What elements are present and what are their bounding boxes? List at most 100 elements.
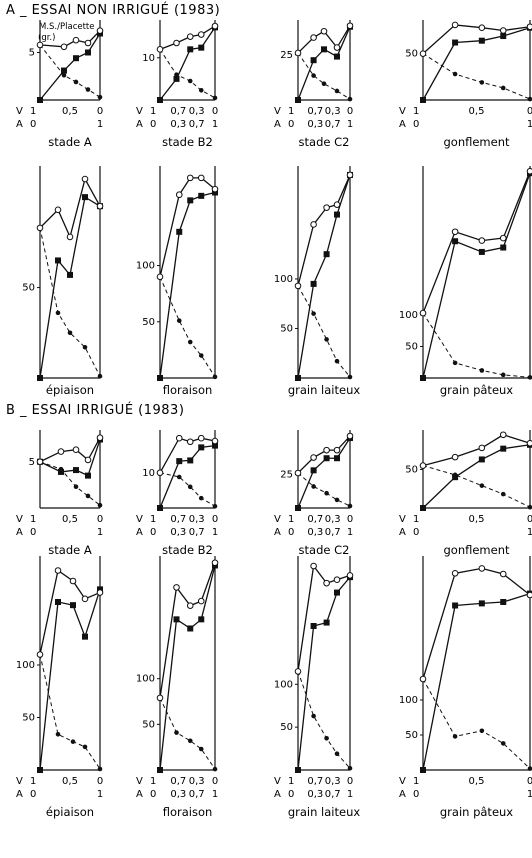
v-tick-label: 0,5 — [469, 106, 485, 117]
y-tick-label: 50 — [280, 323, 293, 334]
point-square — [176, 228, 183, 235]
v-tick-label: 1 — [413, 514, 419, 525]
v-row-label: V — [399, 514, 406, 525]
v-tick-label: 1 — [288, 106, 294, 117]
panel-title: grain pâteux — [440, 805, 513, 819]
point-open-circle — [60, 43, 68, 51]
v-tick-label: 0,5 — [62, 776, 78, 787]
panel-title: floraison — [163, 383, 213, 397]
point-open-circle — [211, 185, 219, 193]
point-open-circle — [346, 22, 354, 30]
panel-title: grain pâteux — [440, 383, 513, 397]
a-tick-label: 0 — [150, 527, 156, 538]
point-open-circle — [323, 446, 330, 454]
y-tick-label: 100 — [16, 660, 35, 671]
v-tick-label: 0 — [347, 514, 353, 525]
v-tick-label: 0 — [97, 776, 103, 787]
v-tick-label: 0,7 — [170, 514, 186, 525]
point-dashed — [212, 503, 218, 509]
point-square — [295, 505, 301, 511]
series-square-line — [422, 444, 531, 509]
v-tick-label: 1 — [150, 106, 156, 117]
point-square — [157, 767, 163, 773]
v-tick-label: 0 — [212, 514, 218, 525]
point-square — [73, 55, 79, 62]
a-row-label: A — [136, 789, 143, 800]
point-dashed — [97, 373, 103, 379]
a-tick-label: 0,7 — [325, 789, 341, 800]
series-square-line — [159, 191, 216, 379]
a-row-label: A — [16, 527, 23, 538]
v-tick-label: 0,3 — [189, 514, 205, 525]
panel-title: stade A — [48, 135, 92, 149]
point-square — [334, 455, 340, 462]
point-dashed — [187, 78, 193, 84]
point-dashed — [97, 94, 103, 100]
y-tick-label: 100 — [274, 679, 293, 690]
a-row-label: A — [136, 527, 143, 538]
series-dashed-line — [422, 465, 531, 508]
v-row-label: V — [399, 776, 406, 787]
a-tick-label: 0,3 — [170, 527, 186, 538]
v-tick-label: 1 — [30, 776, 36, 787]
y-tick-label: 100 — [136, 674, 155, 685]
panel-title: grain laiteux — [288, 805, 361, 819]
point-square — [452, 474, 459, 481]
a-row-label: A — [399, 527, 406, 538]
point-open-circle — [36, 41, 44, 49]
point-open-circle — [478, 237, 486, 244]
panel-title: floraison — [163, 805, 213, 819]
series-circle-line — [422, 434, 531, 467]
point-open-circle — [451, 228, 459, 236]
point-open-circle — [478, 24, 486, 32]
v-row-label: V — [399, 106, 406, 117]
point-open-circle — [211, 437, 219, 445]
v-tick-label: 0,7 — [170, 106, 186, 117]
point-dashed — [527, 375, 532, 380]
point-open-circle — [451, 21, 459, 29]
v-tick-label: 1 — [30, 106, 36, 117]
a-tick-label: 0 — [413, 527, 419, 538]
y-tick-label: 50 — [405, 49, 418, 60]
point-dashed — [73, 79, 79, 85]
point-open-circle — [173, 39, 180, 47]
point-dashed — [347, 374, 353, 380]
y-tick-label: 50 — [142, 317, 155, 328]
point-open-circle — [526, 439, 532, 447]
point-dashed — [67, 330, 73, 336]
y-tick-label: 10 — [142, 53, 155, 64]
point-dashed — [527, 504, 532, 510]
a-row-label: A — [16, 119, 23, 130]
series-circle-line — [297, 174, 351, 287]
panel-title: stade B2 — [162, 135, 213, 149]
point-square — [310, 57, 317, 64]
point-open-circle — [173, 584, 180, 591]
point-square — [176, 458, 183, 465]
point-dashed — [324, 490, 329, 496]
series-dashed-line — [422, 53, 531, 100]
point-square — [55, 257, 61, 264]
point-dashed — [198, 87, 204, 93]
point-open-circle — [294, 668, 302, 675]
v-row-label: V — [16, 106, 23, 117]
v-tick-label: 0 — [527, 106, 532, 117]
point-open-circle — [186, 438, 194, 446]
point-open-circle — [156, 273, 164, 281]
point-dashed — [82, 744, 88, 750]
point-square — [334, 53, 340, 60]
y-tick-label: 100 — [136, 261, 155, 272]
point-square — [157, 375, 163, 381]
point-dashed — [452, 360, 458, 366]
point-open-circle — [197, 31, 205, 38]
a-tick-label: 0 — [150, 119, 156, 130]
v-tick-label: 0,5 — [469, 514, 485, 525]
point-open-circle — [333, 201, 341, 208]
point-open-circle — [81, 175, 89, 183]
point-open-circle — [499, 27, 507, 34]
point-open-circle — [36, 651, 44, 658]
a-tick-label: 0 — [288, 119, 294, 130]
v-row-label: V — [136, 776, 143, 787]
